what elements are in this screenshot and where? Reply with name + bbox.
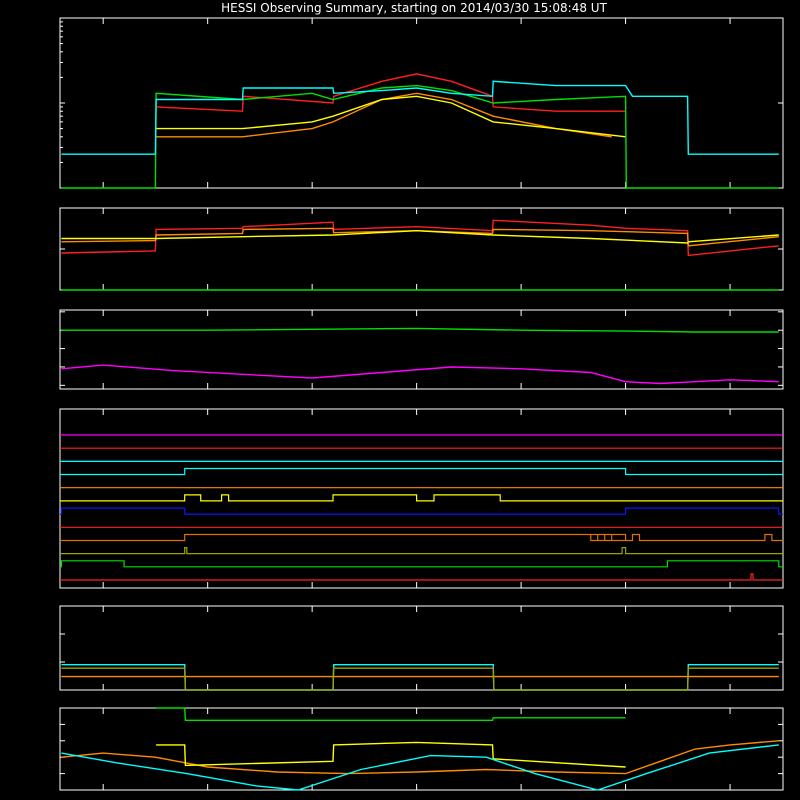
flag-row — [60, 547, 783, 555]
flag-line — [60, 573, 783, 581]
panel-frame — [59, 408, 784, 589]
panel-decimation — [59, 605, 784, 691]
panel-count-rates-high — [59, 207, 784, 291]
flag-line — [60, 494, 783, 502]
panel-geometry — [59, 707, 784, 791]
panel-frame — [59, 207, 784, 291]
flag-line — [60, 560, 783, 568]
panel-frame — [59, 707, 784, 791]
series-line-absolute-geomagnetic-latitude — [61, 744, 779, 791]
flag-line — [60, 533, 783, 542]
panel-count-rates-low — [59, 17, 784, 189]
flag-row — [60, 573, 783, 581]
series-line-50-100-kev — [61, 80, 779, 155]
series-line-front-ratio-1225 — [156, 707, 626, 721]
series-line-short — [61, 364, 779, 385]
flag-line — [60, 507, 783, 515]
panel-frame — [59, 309, 784, 390]
figure-title: HESSI Observing Summary, starting on 201… — [221, 1, 607, 15]
panel-frame — [59, 17, 784, 189]
panel-goes — [59, 309, 784, 390]
panels — [59, 17, 784, 791]
series-line-0-1-0-3-mev — [61, 219, 779, 257]
flag-line — [60, 547, 783, 555]
flag-row — [60, 560, 783, 568]
flag-row — [60, 494, 783, 502]
series-line-25-50-kev — [61, 84, 779, 189]
series-line-front-ratio — [61, 740, 779, 775]
panel-flags — [59, 408, 784, 589]
series-line-0-8-7-mev — [61, 229, 779, 244]
flag-row — [60, 533, 783, 542]
flag-row — [60, 467, 783, 476]
series-line-3-6-kev — [156, 73, 626, 112]
series-line-0-3-0-8-mev — [61, 227, 779, 247]
series-line-12-25-kev — [156, 95, 626, 138]
series-line-long — [61, 327, 779, 333]
flag-row — [60, 507, 783, 515]
series-line-rear-dec-weight — [61, 667, 779, 691]
series-line-sc-transmitter-shot — [156, 741, 626, 768]
flag-line — [60, 467, 783, 476]
panel-frame — [59, 605, 784, 691]
